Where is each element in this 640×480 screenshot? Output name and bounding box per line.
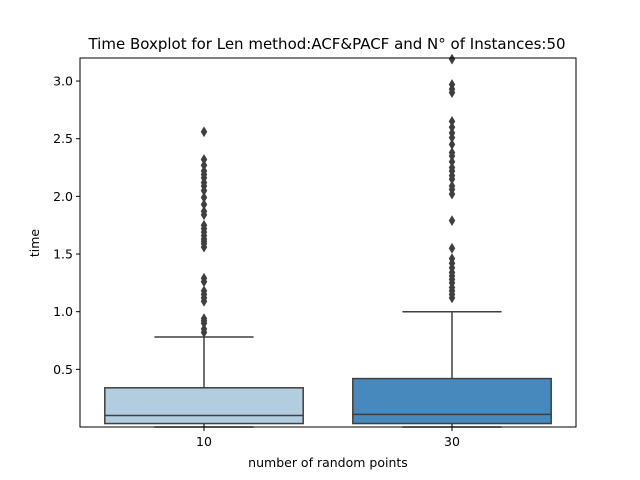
outlier-point — [200, 323, 208, 335]
outlier-point — [448, 147, 456, 159]
y-tick-label: 2.0 — [53, 189, 73, 204]
x-tick-label: 30 — [444, 434, 460, 449]
outlier-point — [448, 156, 456, 168]
outlier-point — [200, 205, 208, 217]
axes: 0.5 1.0 1.5 2.0 2.5 3.0 10 30 — [53, 74, 460, 449]
box-iqr — [104, 387, 304, 425]
outlier-point — [200, 165, 208, 177]
x-axis-label: number of random points — [248, 455, 408, 470]
y-axis-label: time — [27, 229, 42, 258]
axes-frame — [79, 57, 577, 428]
outlier-point — [448, 180, 456, 192]
outlier-point — [200, 219, 208, 231]
chart-title: Time Boxplot for Len method:ACF&PACF and… — [87, 35, 565, 53]
outlier-point — [448, 162, 456, 174]
y-tick-label: 2.5 — [53, 131, 73, 146]
outlier-point — [448, 215, 456, 227]
box-iqr — [352, 377, 552, 425]
outlier-point — [448, 53, 456, 65]
x-tick-label: 10 — [196, 434, 212, 449]
outlier-point — [200, 159, 208, 171]
outlier-point — [200, 153, 208, 165]
y-tick-label: 0.5 — [53, 362, 73, 377]
outlier-point — [200, 198, 208, 210]
outlier-point — [448, 79, 456, 91]
outlier-point — [200, 126, 208, 138]
box-group-10 — [104, 126, 304, 428]
outlier-point — [200, 272, 208, 284]
outlier-point — [448, 253, 456, 265]
outlier-point — [200, 192, 208, 204]
outlier-point — [448, 242, 456, 254]
outlier-point — [200, 285, 208, 297]
outlier-point — [448, 127, 456, 139]
y-tick-label: 1.5 — [53, 247, 73, 262]
box-group-30 — [352, 53, 552, 428]
outlier-point — [448, 138, 456, 150]
outlier-point — [448, 115, 456, 127]
outlier-point — [200, 313, 208, 325]
y-tick-label: 3.0 — [53, 74, 73, 89]
plot-area — [104, 53, 552, 428]
outlier-point — [448, 121, 456, 133]
y-tick-label: 1.0 — [53, 304, 73, 319]
